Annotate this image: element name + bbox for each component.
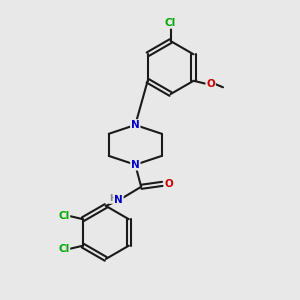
Text: O: O [164,179,173,189]
Text: O: O [206,79,215,89]
Text: N: N [114,195,123,205]
Text: N: N [131,120,140,130]
Text: H: H [110,194,117,203]
Text: Cl: Cl [58,211,69,221]
Text: N: N [131,160,140,170]
Text: Cl: Cl [58,244,69,254]
Text: Cl: Cl [165,18,176,28]
